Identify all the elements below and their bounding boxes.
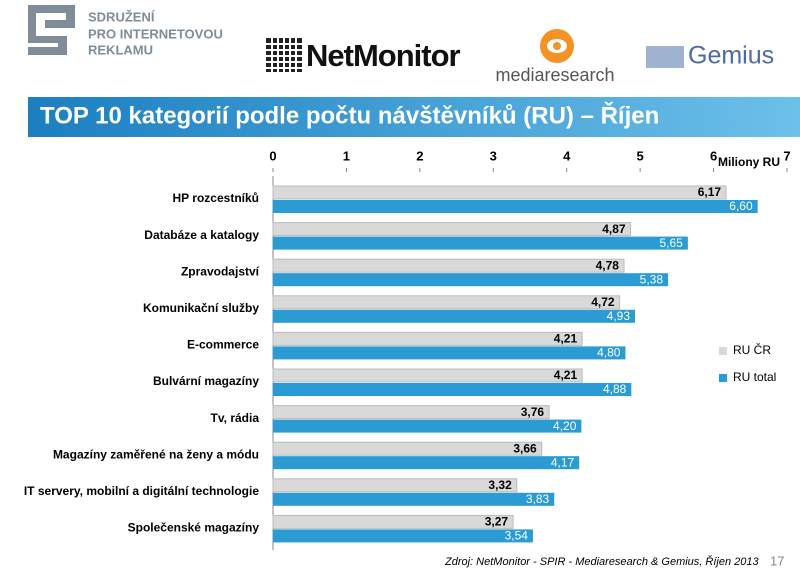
bar	[272, 331, 583, 346]
x-tick-label: 7	[783, 148, 790, 163]
category-label: Komunikační služby	[143, 301, 259, 315]
category-label: Společenské magazíny	[128, 521, 260, 535]
logo-text: NetMonitor	[306, 38, 461, 73]
category-label: Magazíny zaměřené na ženy a módu	[53, 447, 259, 461]
value-label: 4,21	[554, 332, 578, 346]
value-label: 6,17	[698, 185, 722, 199]
bar	[273, 346, 626, 360]
legend-swatch	[719, 374, 727, 382]
logo-text: Gemius	[688, 42, 774, 70]
bar	[272, 405, 550, 420]
gemius-logo: Gemius	[646, 42, 774, 70]
legend-label: RU ČR	[733, 342, 771, 357]
value-label: 4,20	[553, 419, 577, 433]
bar	[273, 200, 758, 213]
bar	[272, 368, 583, 383]
category-label: IT servery, mobilní a digitální technolo…	[24, 484, 259, 498]
org-line: SDRUŽENÍ	[88, 9, 155, 24]
x-tick-label: 5	[637, 148, 644, 163]
logo-text: mediaresearch	[495, 65, 614, 85]
value-label: 3,27	[485, 515, 509, 529]
bar	[273, 273, 669, 287]
org-line: REKLAMU	[88, 42, 153, 57]
bar	[273, 529, 533, 543]
spir-logo: SDRUŽENÍ PRO INTERNETOVOU REKLAMU	[28, 5, 223, 57]
value-label: 4,78	[596, 258, 620, 272]
bar	[272, 185, 727, 200]
value-label: 4,93	[607, 309, 631, 323]
legend-label: RU total	[733, 370, 776, 384]
page-number: 17	[770, 553, 784, 568]
bar	[273, 419, 582, 433]
x-tick-label: 1	[343, 148, 350, 163]
value-label: 3,76	[521, 405, 545, 419]
category-label: E-commerce	[187, 338, 259, 352]
x-tick-label: 0	[269, 148, 276, 163]
value-label: 3,66	[513, 441, 537, 455]
value-label: 6,60	[729, 199, 753, 213]
value-label: 4,17	[551, 455, 575, 469]
value-label: 3,54	[505, 529, 529, 543]
value-label: 5,65	[660, 236, 684, 250]
title-band	[28, 97, 800, 137]
x-tick-label: 4	[563, 148, 571, 163]
category-label: Databáze a katalogy	[144, 228, 259, 242]
bar	[273, 236, 688, 250]
value-label: 3,32	[488, 478, 512, 492]
value-label: 4,72	[591, 295, 615, 309]
bar	[273, 456, 580, 470]
mediaresearch-logo: mediaresearch	[495, 29, 615, 85]
bar	[273, 309, 636, 323]
org-line: PRO INTERNETOVOU	[88, 26, 223, 41]
chart-title: TOP 10 kategorií podle počtu návštěvníků…	[40, 101, 659, 129]
category-label: HP rozcestníků	[173, 191, 259, 205]
x-tick-label: 6	[710, 148, 717, 163]
axis-label: Miliony RU	[718, 155, 780, 169]
bar	[273, 492, 555, 506]
bar	[272, 258, 625, 273]
category-label: Zpravodajství	[181, 264, 260, 278]
value-label: 3,83	[526, 492, 550, 506]
x-tick-label: 2	[416, 148, 423, 163]
legend-swatch	[719, 347, 727, 355]
bar	[272, 514, 514, 529]
value-label: 4,87	[602, 222, 626, 236]
bar	[272, 441, 543, 456]
value-label: 4,21	[554, 368, 578, 382]
category-label: Bulvární magazíny	[153, 374, 259, 388]
netmonitor-logo: NetMonitor	[266, 38, 462, 73]
value-label: 4,80	[597, 346, 621, 360]
bar	[272, 295, 621, 310]
value-label: 4,88	[603, 382, 627, 396]
value-label: 5,38	[640, 272, 664, 286]
x-tick-label: 3	[490, 148, 497, 163]
category-label: Tv, rádia	[211, 411, 260, 425]
source: Zdroj: NetMonitor - SPIR - Mediaresearch…	[444, 555, 760, 568]
bar	[272, 222, 632, 237]
bar	[272, 478, 518, 493]
bar	[273, 383, 632, 396]
